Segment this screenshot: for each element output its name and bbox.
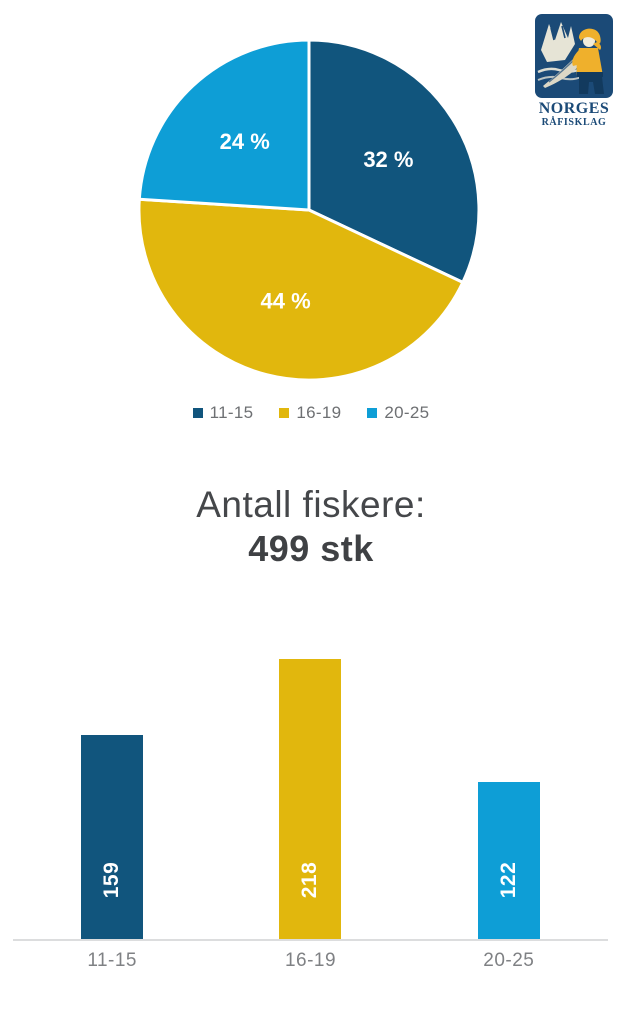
bar-11-15[interactable]: 159	[81, 735, 144, 939]
x-axis-label-20-25: 20-25	[483, 950, 535, 971]
bar-20-25[interactable]: 122	[477, 782, 540, 939]
logo-name-line2: RÅFISKLAG	[541, 116, 607, 128]
x-axis-label-11-15: 11-15	[87, 950, 137, 971]
legend-item-16-19[interactable]: 16-19	[279, 403, 341, 423]
pie-slice-20-25[interactable]	[137, 38, 311, 212]
bar-value-label: 218	[298, 861, 322, 899]
pie-chart-svg: 32 % 44 % 24 %	[137, 38, 481, 382]
summary-count: 499 stk	[248, 528, 374, 570]
bar-16-19[interactable]: 218	[279, 659, 342, 939]
bar-chart-plot: 159 218 122	[13, 641, 608, 941]
x-axis-label-16-19: 16-19	[284, 950, 337, 971]
legend-label: 20-25	[384, 403, 430, 422]
bar-column-20-25: 122	[410, 641, 608, 939]
logo-wordmark: NORGES RÅFISKLAG	[538, 100, 610, 128]
pie-slice-label: 44 %	[261, 289, 311, 314]
pie-slice-11-15[interactable]	[307, 38, 481, 284]
fisherman-logo-icon	[535, 14, 613, 98]
legend-label: 11-15	[209, 403, 254, 422]
bar-value-label: 122	[496, 861, 520, 899]
legend-item-20-25[interactable]: 20-25	[367, 403, 429, 423]
legend-marker	[367, 408, 378, 418]
bar-chart: 159 218 122 11-15 16-19 20-25	[13, 641, 608, 972]
pie-slice-16-19[interactable]	[137, 197, 465, 382]
bar-column-16-19: 218	[211, 641, 409, 939]
pie-slice-label: 24 %	[220, 129, 270, 154]
summary-label: Antall fiskere:	[196, 484, 426, 525]
summary-heading: Antall fiskere: 499 stk	[0, 482, 622, 571]
bar-value-label: 159	[100, 861, 124, 899]
logo-name-line1: NORGES	[538, 100, 610, 117]
x-axis-labels: 11-15 16-19 20-25	[13, 950, 608, 972]
legend-marker	[279, 408, 290, 418]
pie-chart: 32 % 44 % 24 %	[0, 0, 622, 400]
norges-rafisklag-logo: NORGES RÅFISKLAG	[532, 14, 616, 128]
chart-legend: 11-15 16-19 20-25	[0, 399, 622, 427]
legend-item-11-15[interactable]: 11-15	[192, 403, 254, 423]
bar-column-11-15: 159	[13, 641, 211, 939]
pie-slice-label: 32 %	[363, 147, 413, 172]
legend-label: 16-19	[296, 403, 342, 422]
legend-marker	[192, 408, 203, 418]
